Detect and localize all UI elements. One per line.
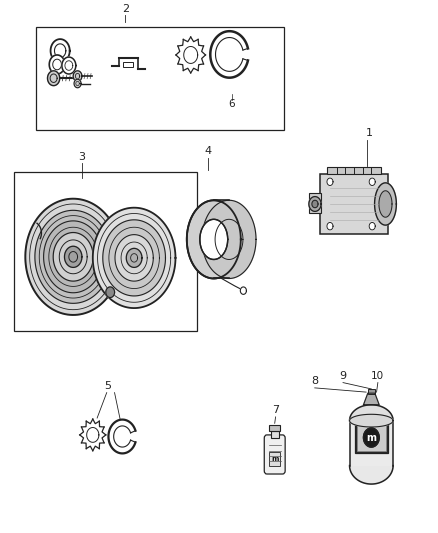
Polygon shape xyxy=(25,199,121,315)
Polygon shape xyxy=(103,220,166,296)
Bar xyxy=(357,424,386,451)
Bar xyxy=(271,431,279,438)
Bar xyxy=(14,172,197,331)
Polygon shape xyxy=(126,248,142,268)
Polygon shape xyxy=(73,71,82,82)
Polygon shape xyxy=(369,222,375,230)
Polygon shape xyxy=(87,427,99,442)
Bar xyxy=(327,167,381,174)
Text: 4: 4 xyxy=(205,147,212,156)
Bar xyxy=(355,422,388,454)
Polygon shape xyxy=(312,200,318,208)
Polygon shape xyxy=(202,200,256,278)
Text: m: m xyxy=(271,456,279,462)
Polygon shape xyxy=(309,197,321,212)
Text: 5: 5 xyxy=(105,381,112,391)
Polygon shape xyxy=(350,405,393,421)
Polygon shape xyxy=(115,235,153,281)
Polygon shape xyxy=(379,191,392,217)
Polygon shape xyxy=(184,46,198,63)
Polygon shape xyxy=(350,414,393,427)
Bar xyxy=(269,453,280,465)
Polygon shape xyxy=(374,183,396,225)
Polygon shape xyxy=(44,221,103,293)
Text: 6: 6 xyxy=(229,99,235,109)
Polygon shape xyxy=(49,55,65,74)
Polygon shape xyxy=(53,232,93,281)
Text: 2: 2 xyxy=(122,4,129,14)
Polygon shape xyxy=(327,222,333,230)
Polygon shape xyxy=(200,219,228,260)
Text: 8: 8 xyxy=(311,376,318,386)
Text: 1: 1 xyxy=(366,128,373,138)
Bar xyxy=(269,425,280,431)
Bar xyxy=(309,193,321,214)
Polygon shape xyxy=(187,200,241,278)
Text: 9: 9 xyxy=(339,371,346,381)
Bar xyxy=(36,27,284,130)
Bar xyxy=(350,421,393,465)
Polygon shape xyxy=(327,178,333,185)
Polygon shape xyxy=(48,71,60,86)
Text: 10: 10 xyxy=(371,371,385,381)
Polygon shape xyxy=(93,208,176,308)
Polygon shape xyxy=(364,393,379,405)
Bar xyxy=(123,62,133,67)
Text: m: m xyxy=(366,433,376,442)
Polygon shape xyxy=(50,39,70,62)
Polygon shape xyxy=(64,246,82,268)
Polygon shape xyxy=(350,465,393,484)
Polygon shape xyxy=(35,211,112,303)
Text: 7: 7 xyxy=(272,406,279,415)
Polygon shape xyxy=(74,79,81,88)
Text: 3: 3 xyxy=(78,152,85,161)
Polygon shape xyxy=(364,428,379,447)
Polygon shape xyxy=(369,178,375,185)
Polygon shape xyxy=(106,287,115,297)
Polygon shape xyxy=(62,57,76,74)
FancyBboxPatch shape xyxy=(264,435,285,474)
Bar xyxy=(368,389,375,394)
Bar xyxy=(320,174,388,235)
Polygon shape xyxy=(240,287,247,294)
